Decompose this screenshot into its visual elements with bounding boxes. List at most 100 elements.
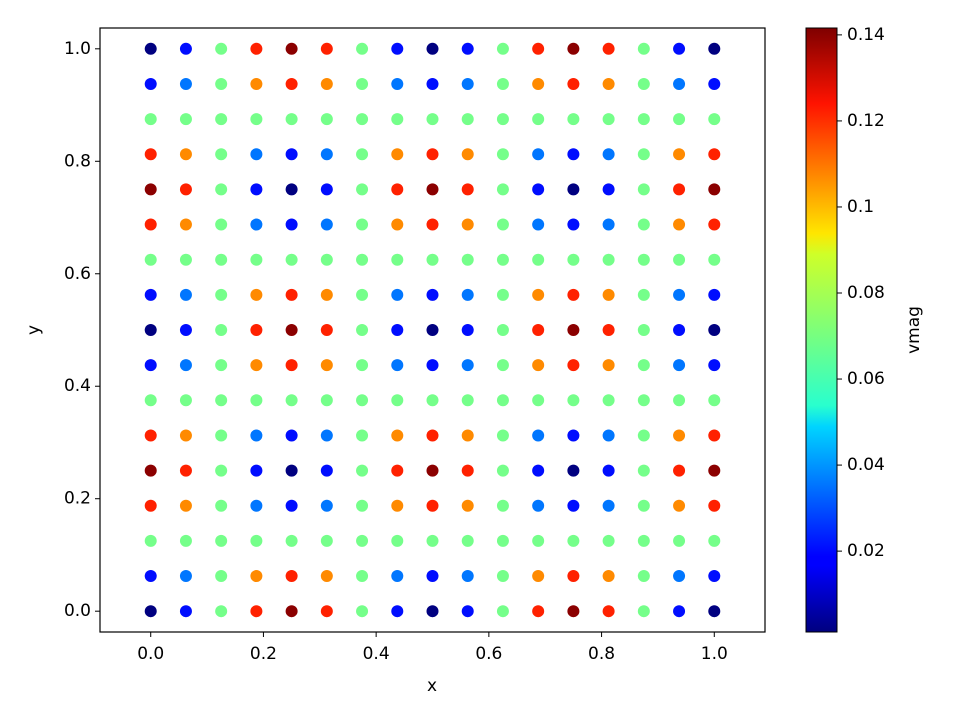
point [461,42,474,55]
point [673,218,686,231]
point [391,605,404,618]
point [250,499,263,512]
point [673,77,686,90]
point [391,42,404,55]
point [496,42,509,55]
point [426,113,439,126]
point [496,499,509,512]
point [391,429,404,442]
point [250,429,263,442]
point [144,288,157,301]
point [215,42,228,55]
plot-frame [99,27,766,633]
point [673,534,686,547]
x-tick-label: 0.2 [250,644,277,664]
point [673,113,686,126]
point [391,218,404,231]
point [179,324,192,336]
point [567,499,580,512]
point [285,464,298,477]
point [426,42,439,55]
point [179,42,192,55]
point [637,324,650,336]
point [250,605,263,618]
point [391,464,404,477]
point [567,218,580,231]
point [673,253,686,266]
point [637,218,650,231]
point [320,218,333,231]
y-tick-label: 0.6 [64,264,91,284]
point [567,77,580,90]
point [708,324,721,336]
point [496,253,509,266]
point [567,113,580,126]
point [496,113,509,126]
point [426,253,439,266]
point [708,359,721,372]
point [144,429,157,442]
point [567,605,580,618]
x-tick-label: 0.8 [588,644,615,664]
point [391,394,404,407]
point [461,499,474,512]
point [285,42,298,55]
point [356,77,369,90]
point [602,113,615,126]
point [179,253,192,266]
point [285,77,298,90]
point [179,288,192,301]
point [461,288,474,301]
point [708,42,721,55]
point [708,253,721,266]
point [144,464,157,477]
point [602,148,615,161]
point [673,288,686,301]
point [356,499,369,512]
point [356,464,369,477]
point [320,359,333,372]
point [285,394,298,407]
point [637,605,650,618]
point [673,183,686,196]
point [602,183,615,196]
point [356,113,369,126]
point [179,464,192,477]
point [461,183,474,196]
point [215,183,228,196]
point [426,394,439,407]
point [637,42,650,55]
point [673,499,686,512]
point [602,288,615,301]
point [602,253,615,266]
point [496,394,509,407]
point [532,605,545,618]
point [461,113,474,126]
point [532,148,545,161]
point [673,359,686,372]
point [708,77,721,90]
point [144,570,157,583]
point [285,253,298,266]
point [602,570,615,583]
point [356,253,369,266]
point [461,218,474,231]
point [250,288,263,301]
point [461,429,474,442]
point [426,429,439,442]
point [532,359,545,372]
point [496,324,509,336]
point [426,183,439,196]
point [144,534,157,547]
y-tick-label: 0.8 [64,151,91,171]
point [496,77,509,90]
point [391,359,404,372]
point [426,464,439,477]
point [356,394,369,407]
point [320,42,333,55]
point [215,499,228,512]
point [532,499,545,512]
point [215,288,228,301]
point [144,605,157,618]
point [144,359,157,372]
